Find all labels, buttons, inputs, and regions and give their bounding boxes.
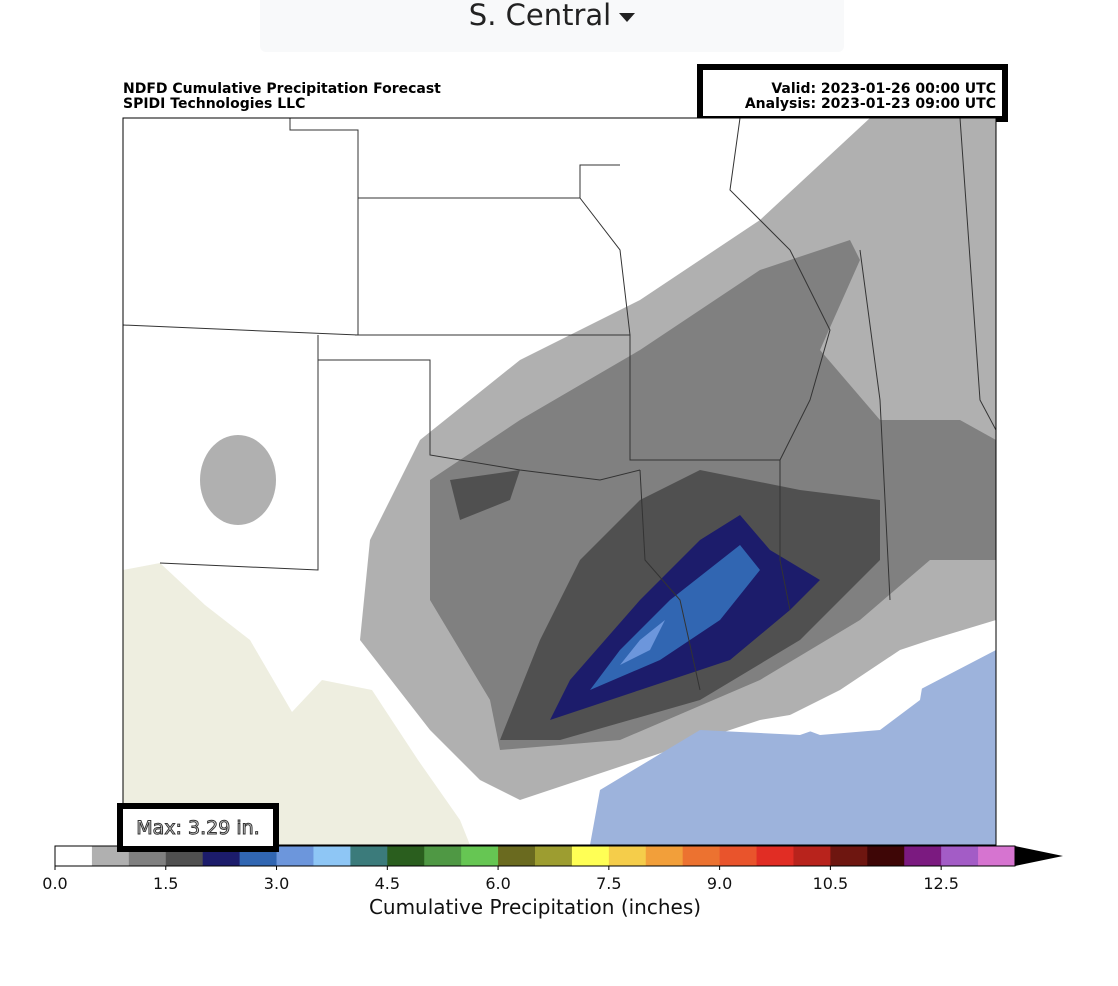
max-box: [117, 803, 279, 852]
colorbar-swatch: [55, 846, 93, 866]
colorbar-swatch: [424, 846, 462, 866]
map-area: [122, 117, 997, 846]
colorbar-tick-label: 1.5: [153, 874, 178, 893]
colorbar-tick-label: 12.5: [923, 874, 959, 893]
dropdown-label[interactable]: S. Central: [468, 0, 612, 32]
valid-box: [697, 64, 1008, 122]
analysis-time: Analysis: 2023-01-23 09:00 UTC: [745, 96, 996, 112]
colorbar-swatch: [387, 846, 425, 866]
colorbar-swatch: [498, 846, 536, 866]
valid-time: Valid: 2023-01-26 00:00 UTC: [771, 81, 996, 97]
colorbar-tick-label: 3.0: [264, 874, 289, 893]
colorbar-swatch: [867, 846, 905, 866]
mexico: [123, 563, 470, 845]
map-credit: SPIDI Technologies LLC: [123, 96, 305, 112]
colorbar-swatch: [571, 846, 610, 866]
colorbar-swatch: [756, 846, 794, 866]
colorbar-swatch: [461, 846, 499, 866]
dropdown-caret[interactable]: [619, 12, 636, 22]
colorbar-tick-label: 7.5: [596, 874, 621, 893]
colorbar-swatch: [830, 846, 868, 866]
colorbar-tick-label: 10.5: [813, 874, 849, 893]
region-dropdown[interactable]: S. Central: [260, 0, 844, 52]
map-frame: [122, 117, 997, 846]
colorbar-tick-label: 4.5: [375, 874, 400, 893]
gulf-of-mexico: [590, 650, 996, 845]
state-borders: [123, 118, 996, 691]
gulf-clear: [780, 640, 930, 735]
colorbar-swatch: [793, 846, 831, 866]
colorbar-swatch: [313, 846, 351, 866]
colorbar-swatch: [645, 846, 684, 866]
precip-band-lightblue: [620, 620, 665, 665]
colorbar-label: Cumulative Precipitation (inches): [369, 895, 701, 919]
precip-spot-dark: [450, 470, 520, 520]
colorbar-swatch: [608, 846, 647, 866]
colorbar-extend: [1015, 846, 1063, 866]
colorbar-swatch: [941, 846, 979, 866]
colorbar-swatch: [904, 846, 942, 866]
colorbar-swatch: [719, 846, 758, 866]
colorbar-tick-label: 6.0: [485, 874, 510, 893]
precip-spot: [200, 435, 276, 525]
max-value: Max: 3.29 in.: [136, 817, 259, 839]
colorbar-swatch: [978, 846, 1016, 866]
colorbar-frame: [54, 845, 1016, 867]
colorbar-swatch: [350, 846, 388, 866]
colorbar: 0.0 1.5 3.0 4.5 6.0 7.5 9.0 10.5 12.5: [42, 845, 1063, 893]
map-title: NDFD Cumulative Precipitation Forecast: [123, 81, 441, 97]
colorbar-swatch: [276, 846, 314, 866]
colorbar-tick-label: 9.0: [707, 874, 732, 893]
colorbar-tick-label: 0.0: [42, 874, 67, 893]
colorbar-swatch: [535, 846, 573, 866]
colorbar-swatch: [682, 846, 721, 866]
